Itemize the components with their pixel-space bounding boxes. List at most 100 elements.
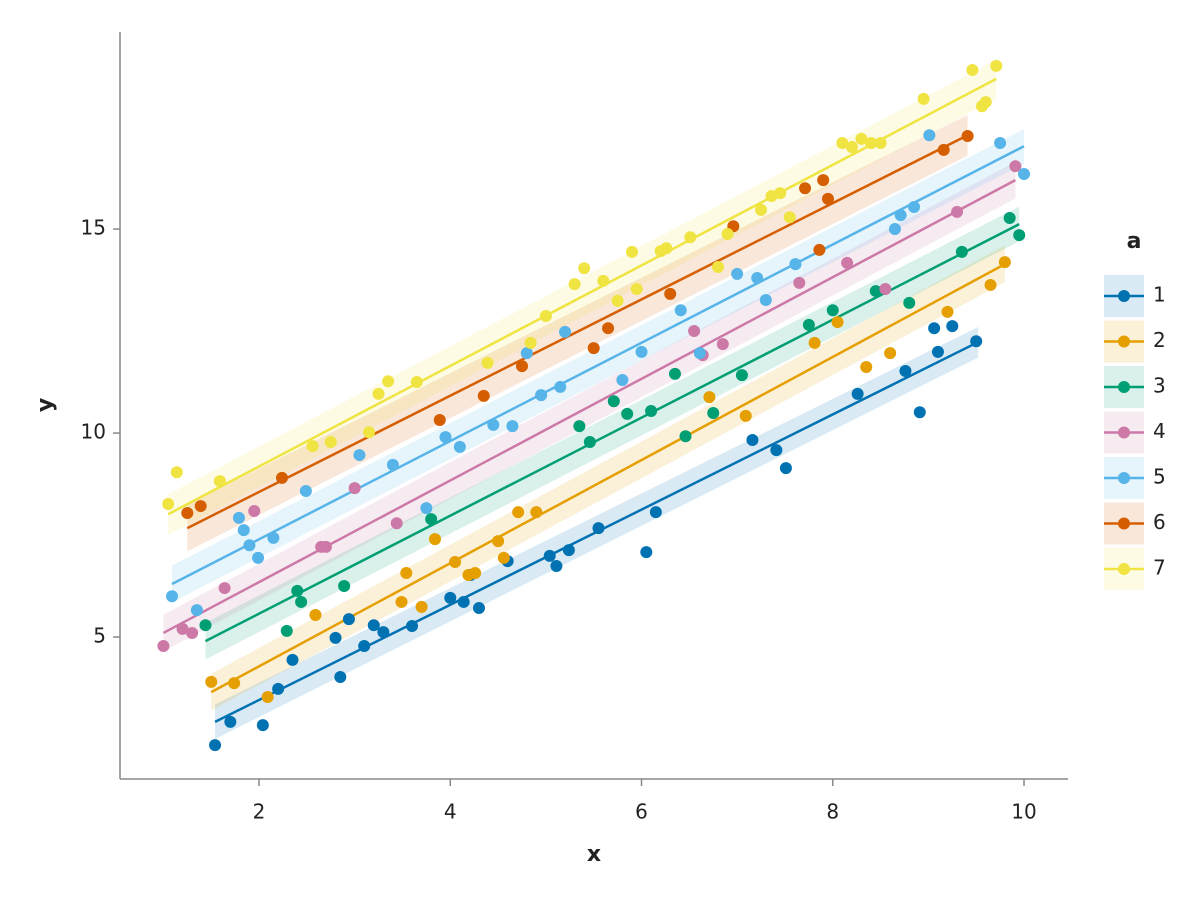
point xyxy=(693,347,706,360)
point xyxy=(562,544,575,557)
point xyxy=(186,626,199,639)
point xyxy=(449,555,462,568)
point xyxy=(826,304,839,317)
x-tick-label: 4 xyxy=(444,800,457,824)
point xyxy=(334,671,347,684)
point xyxy=(928,322,941,335)
point xyxy=(506,420,519,433)
point xyxy=(955,245,968,258)
point xyxy=(668,367,681,380)
point xyxy=(170,466,183,479)
point xyxy=(630,283,643,296)
point xyxy=(469,566,482,579)
point xyxy=(267,531,280,544)
point xyxy=(444,591,457,604)
legend-label: 4 xyxy=(1153,419,1166,443)
legend-label: 5 xyxy=(1153,465,1166,489)
point xyxy=(923,129,936,142)
point xyxy=(851,387,864,400)
point xyxy=(209,739,222,752)
point xyxy=(224,715,237,728)
x-tick-label: 2 xyxy=(253,800,266,824)
point xyxy=(688,325,701,338)
point xyxy=(888,223,901,236)
point xyxy=(869,285,882,298)
point xyxy=(712,260,725,273)
point xyxy=(783,211,796,224)
point xyxy=(779,462,792,475)
point xyxy=(961,130,974,143)
point xyxy=(162,498,175,511)
legend-marker xyxy=(1118,517,1130,530)
y-tick-label: 15 xyxy=(81,216,106,240)
point xyxy=(879,283,892,296)
point xyxy=(808,336,821,349)
point xyxy=(946,320,959,333)
point xyxy=(755,203,768,216)
point xyxy=(1013,229,1026,242)
point xyxy=(770,444,783,457)
point xyxy=(176,622,189,635)
point xyxy=(363,426,376,439)
point xyxy=(535,389,548,402)
legend-marker xyxy=(1118,335,1130,348)
point xyxy=(721,227,734,240)
point xyxy=(649,506,662,519)
point xyxy=(166,590,179,603)
fit-line xyxy=(186,134,969,530)
point xyxy=(998,256,1011,269)
point xyxy=(660,242,673,255)
point xyxy=(252,551,265,564)
point xyxy=(994,136,1007,149)
point xyxy=(543,549,556,562)
point xyxy=(515,360,528,373)
point xyxy=(903,296,916,309)
point xyxy=(299,484,312,497)
point xyxy=(205,675,218,688)
legend-label: 2 xyxy=(1153,328,1166,352)
point xyxy=(703,391,716,404)
point xyxy=(372,387,385,400)
point xyxy=(243,539,256,552)
point xyxy=(855,132,868,145)
point xyxy=(789,258,802,271)
point xyxy=(248,504,261,517)
point xyxy=(406,620,419,633)
point xyxy=(256,719,269,732)
point xyxy=(865,136,878,149)
point xyxy=(917,92,930,105)
point xyxy=(181,507,194,520)
point xyxy=(342,613,355,626)
point xyxy=(382,375,395,388)
point xyxy=(481,356,494,369)
point xyxy=(583,436,596,449)
point xyxy=(554,380,567,393)
point xyxy=(611,294,624,307)
y-tick-label: 10 xyxy=(81,420,106,444)
legend-label: 3 xyxy=(1153,374,1166,398)
point xyxy=(400,566,413,579)
point xyxy=(428,533,441,546)
point xyxy=(746,433,759,446)
point xyxy=(280,624,293,637)
point xyxy=(492,535,505,548)
fit-line xyxy=(171,145,1025,586)
point xyxy=(512,506,525,519)
point xyxy=(237,524,250,537)
point xyxy=(319,540,332,553)
point xyxy=(587,342,600,355)
point xyxy=(286,653,299,666)
legend-marker xyxy=(1118,426,1130,439)
point xyxy=(291,584,304,597)
y-tick-label: 5 xyxy=(93,624,106,648)
point xyxy=(979,96,992,109)
point xyxy=(707,407,720,420)
point xyxy=(261,690,274,703)
point xyxy=(621,407,634,420)
legend-marker xyxy=(1118,472,1130,484)
confidence-band xyxy=(187,114,968,552)
point xyxy=(984,278,997,291)
legend-label: 1 xyxy=(1153,283,1166,307)
x-axis-label: x xyxy=(587,842,601,867)
